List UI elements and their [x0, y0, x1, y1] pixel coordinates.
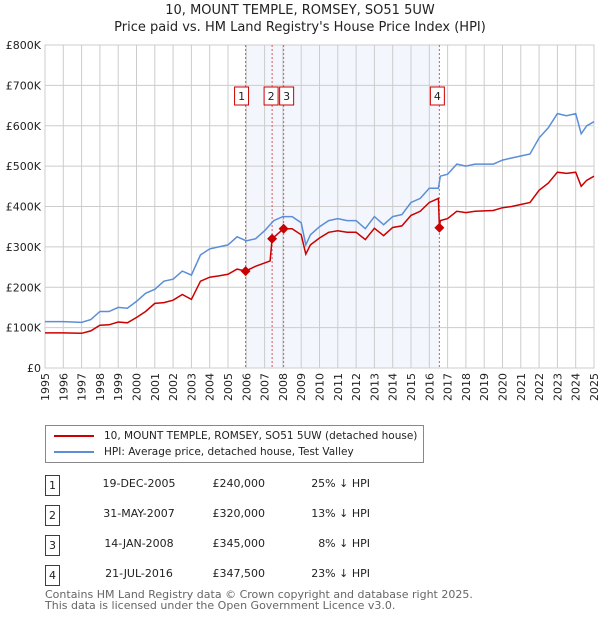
sale-date: 31-MAY-2007	[103, 507, 175, 520]
legend-label: 10, MOUNT TEMPLE, ROMSEY, SO51 5UW (deta…	[104, 430, 418, 442]
price-chart: 1995 1996 1997 1998 1999 2000 2001 2002 2003 2004…	[6, 39, 600, 401]
legend-swatch-red	[54, 435, 94, 437]
y-tick-label: £700K	[6, 79, 42, 92]
hpi-line	[45, 112, 595, 324]
x-tick-label: 2004	[204, 373, 217, 401]
y-tick-label: £400K	[6, 201, 42, 214]
sale-row: 4 21-JUL-2016 £347,500 23% ↓ HPI	[45, 565, 485, 586]
x-tick-label: 2020	[497, 373, 510, 401]
sale-price: £320,000	[212, 507, 266, 520]
x-tick-label: 2008	[277, 373, 290, 401]
sale-label-box	[279, 86, 295, 106]
x-tick-label: 2010	[314, 373, 327, 401]
x-tick-label: 2024	[570, 373, 583, 401]
y-tick-label: £0	[27, 362, 41, 375]
x-tick-label: 2023	[551, 373, 564, 401]
sale-point	[267, 233, 278, 244]
x-tick-label: 2015	[405, 373, 418, 401]
sale-hpi-diff: 8% ↓ HPI	[318, 537, 370, 550]
sale-badge: 4	[45, 565, 60, 586]
sale-row: 1 19-DEC-2005 £240,000 25% ↓ HPI	[45, 475, 485, 496]
x-tick-label: 2022	[533, 373, 546, 401]
sale-price: £345,000	[212, 537, 266, 550]
sale-hpi-diff: 25% ↓ HPI	[311, 477, 370, 490]
sale-point	[278, 223, 289, 234]
x-tick-label: 2011	[332, 373, 345, 401]
x-tick-label: 1996	[57, 373, 70, 401]
sale-label-box	[263, 86, 279, 106]
x-tick-label: 2017	[442, 373, 455, 401]
sale-badge: 1	[45, 475, 60, 496]
sale-date: 19-DEC-2005	[102, 477, 176, 490]
legend-item-property: 10, MOUNT TEMPLE, ROMSEY, SO51 5UW (deta…	[54, 428, 417, 444]
sale-badge: 2	[45, 505, 60, 526]
x-tick-label: 1995	[39, 373, 52, 401]
chart-subtitle: Price paid vs. HM Land Registry's House …	[114, 20, 486, 35]
y-tick-label: £500K	[6, 160, 42, 173]
x-tick-label: 2014	[387, 373, 400, 401]
sale-hpi-diff: 13% ↓ HPI	[311, 507, 370, 520]
sale-label: 1	[238, 90, 245, 103]
x-tick-label: 2007	[259, 373, 272, 401]
x-tick-label: 2006	[240, 373, 253, 401]
legend-item-hpi: HPI: Average price, detached house, Test…	[54, 444, 354, 460]
legend: 10, MOUNT TEMPLE, ROMSEY, SO51 5UW (deta…	[45, 425, 424, 463]
x-tick-label: 2016	[423, 373, 436, 401]
legend-swatch-blue	[54, 451, 94, 453]
x-tick-label: 2001	[149, 373, 162, 401]
sale-point	[240, 266, 251, 277]
sale-badge: 3	[45, 535, 60, 556]
sale-date: 14-JAN-2008	[104, 537, 174, 550]
sale-label-box	[429, 86, 445, 106]
sale-point	[434, 222, 445, 233]
sale-price: £347,500	[212, 567, 266, 580]
footer-line-2: This data is licensed under the Open Gov…	[45, 599, 396, 612]
x-tick-label: 2012	[350, 373, 363, 401]
y-tick-label: £200K	[6, 281, 42, 294]
x-tick-label: 1999	[112, 373, 125, 401]
x-tick-label: 2013	[368, 373, 381, 401]
x-tick-label: 2018	[460, 373, 473, 401]
sale-label-box	[234, 86, 250, 106]
sale-row: 3 14-JAN-2008 £345,000 8% ↓ HPI	[45, 535, 485, 556]
sale-hpi-diff: 23% ↓ HPI	[311, 567, 370, 580]
x-tick-label: 1998	[94, 373, 107, 401]
y-tick-label: £800K	[6, 39, 42, 52]
x-tick-label: 2021	[515, 373, 528, 401]
x-tick-label: 2005	[222, 373, 235, 401]
sale-date: 21-JUL-2016	[105, 567, 173, 580]
x-tick-label: 2000	[131, 373, 144, 401]
plot-border	[44, 44, 595, 369]
sale-row: 2 31-MAY-2007 £320,000 13% ↓ HPI	[45, 505, 485, 526]
y-tick-label: £100K	[6, 322, 42, 335]
x-tick-label: 2019	[478, 373, 491, 401]
x-tick-label: 1997	[76, 373, 89, 401]
sale-label: 4	[434, 90, 441, 103]
footer-line-1: Contains HM Land Registry data © Crown c…	[45, 588, 473, 601]
sale-label: 2	[268, 90, 275, 103]
x-tick-label: 2009	[295, 373, 308, 401]
legend-label: HPI: Average price, detached house, Test…	[104, 446, 354, 458]
x-tick-label: 2003	[185, 373, 198, 401]
footer: Contains HM Land Registry data © Crown c…	[45, 589, 473, 611]
chart-title: 10, MOUNT TEMPLE, ROMSEY, SO51 5UW	[165, 3, 435, 18]
property-price-line	[45, 171, 595, 335]
x-tick-label: 2002	[167, 373, 180, 401]
y-tick-label: £600K	[6, 120, 42, 133]
x-tick-label: 2025	[588, 373, 600, 401]
sale-price: £240,000	[212, 477, 266, 490]
y-tick-label: £300K	[6, 241, 42, 254]
sale-label: 3	[283, 90, 290, 103]
